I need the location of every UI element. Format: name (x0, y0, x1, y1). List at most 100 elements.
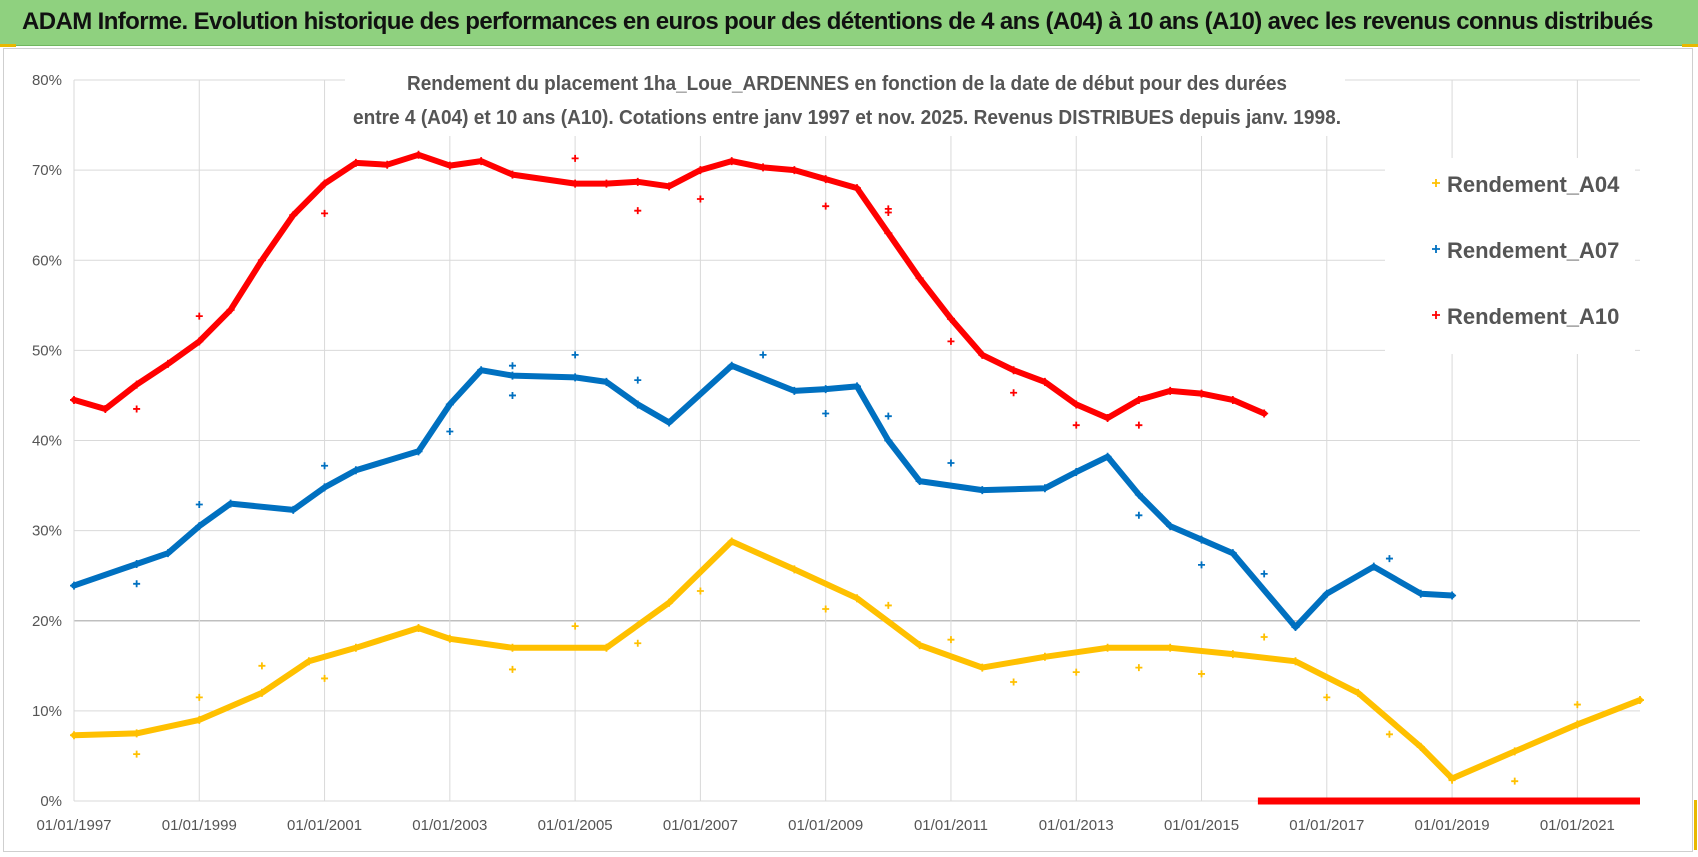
data-point (633, 400, 642, 409)
data-point (1573, 720, 1582, 729)
data-point (351, 158, 360, 167)
data-point (727, 361, 736, 370)
data-point (665, 418, 674, 427)
data-point (1166, 522, 1175, 531)
outlier-point (195, 312, 203, 320)
data-point (132, 729, 141, 738)
x-tick-label: 01/01/2003 (412, 817, 487, 834)
y-tick-label: 30% (32, 523, 62, 540)
data-point (1072, 468, 1081, 477)
outlier-point (822, 605, 830, 613)
data-point (1354, 688, 1363, 697)
data-point (257, 256, 266, 265)
outlier-point (195, 693, 203, 701)
data-point (1228, 650, 1237, 659)
x-tick-label: 01/01/2021 (1540, 817, 1615, 834)
outlier-point (321, 209, 329, 217)
data-point (1416, 742, 1425, 751)
data-point (602, 179, 611, 188)
outlier-point (884, 208, 892, 216)
data-point (70, 581, 78, 590)
data-point (1636, 696, 1644, 705)
data-point (226, 305, 235, 314)
outlier-point (759, 351, 767, 359)
legend-marker (1432, 245, 1440, 253)
y-tick-label: 10% (32, 703, 62, 720)
data-point (665, 598, 674, 607)
data-point (195, 337, 204, 346)
series-a07 (70, 351, 1457, 632)
data-point (195, 522, 204, 531)
data-point (477, 366, 486, 375)
data-point (978, 663, 987, 672)
y-tick-label: 0% (40, 793, 62, 810)
data-point (665, 182, 674, 191)
data-point (946, 314, 955, 323)
outlier-point (1010, 678, 1018, 686)
legend-marker (1432, 179, 1440, 187)
data-point (759, 163, 768, 172)
outlier-point (634, 639, 642, 647)
data-point (853, 184, 861, 193)
outlier-point (321, 462, 329, 470)
data-point (1040, 652, 1049, 661)
chart-frame (3, 48, 1693, 852)
data-point (508, 643, 517, 652)
data-point (1291, 623, 1300, 632)
y-tick-label: 40% (32, 433, 62, 450)
corner-mark-bottom-right (1694, 800, 1697, 850)
outlier-point (508, 665, 516, 673)
data-point (257, 688, 266, 697)
chart-title-box (345, 62, 1345, 136)
y-tick-label: 60% (32, 252, 62, 269)
outlier-point (696, 195, 704, 203)
data-point (477, 157, 486, 166)
outlier-point (947, 337, 955, 345)
data-point (508, 170, 517, 179)
data-point (1103, 643, 1112, 652)
outlier-point (1135, 664, 1143, 672)
data-point (70, 731, 78, 740)
outlier-point (947, 459, 955, 467)
data-point (1510, 747, 1519, 756)
outlier-point (1385, 555, 1393, 563)
data-point (1103, 413, 1112, 422)
data-point (727, 157, 736, 166)
data-point (1166, 386, 1175, 395)
outlier-point (1010, 389, 1018, 397)
outlier-point (133, 580, 141, 588)
data-point (445, 400, 454, 409)
data-point (414, 623, 423, 632)
data-point (1103, 452, 1112, 461)
data-point (884, 436, 893, 445)
y-tick-label: 70% (32, 162, 62, 179)
data-point (289, 505, 298, 514)
legend-marker (1432, 311, 1440, 319)
data-point (727, 537, 736, 546)
x-tick-label: 01/01/1997 (36, 817, 111, 834)
data-point (1072, 400, 1081, 409)
x-tick-label: 01/01/2005 (538, 817, 613, 834)
corner-mark-top-right (1682, 44, 1698, 47)
x-tick-label: 01/01/2017 (1289, 817, 1364, 834)
data-point (978, 486, 987, 495)
series-a10 (70, 150, 1640, 805)
data-point (383, 160, 392, 169)
outlier-point (1573, 701, 1581, 709)
outlier-point (133, 750, 141, 758)
data-point (320, 483, 329, 492)
x-tick-label: 01/01/1999 (162, 817, 237, 834)
data-point (1166, 643, 1175, 652)
outlier-point (1260, 633, 1268, 641)
data-point (304, 657, 313, 666)
outlier-point (1511, 777, 1519, 785)
data-point (1416, 589, 1425, 598)
y-tick-label: 80% (32, 72, 62, 89)
outlier-point (1260, 570, 1268, 578)
outlier-point (822, 409, 830, 417)
outlier-point (634, 376, 642, 384)
outlier-point (508, 391, 516, 399)
x-tick-label: 01/01/2019 (1415, 817, 1490, 834)
legend-label: Rendement_A10 (1447, 304, 1619, 329)
